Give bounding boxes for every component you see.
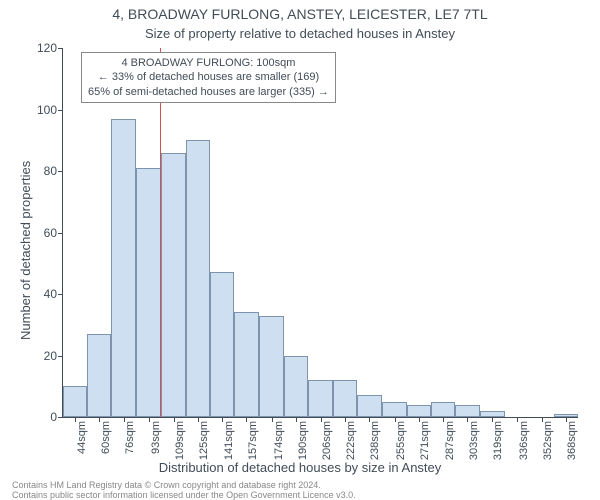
x-tick-label: 141sqm	[223, 421, 235, 460]
x-tick-label: 206sqm	[321, 421, 333, 460]
y-tick-mark	[58, 171, 63, 172]
y-tick-label: 60	[44, 226, 57, 240]
x-tick-label: 255sqm	[395, 421, 407, 460]
figure-title: 4, BROADWAY FURLONG, ANSTEY, LEICESTER, …	[0, 6, 600, 22]
x-tick-label: 336sqm	[518, 421, 530, 460]
x-tick-label: 60sqm	[100, 421, 112, 454]
figure-subtitle: Size of property relative to detached ho…	[0, 26, 600, 41]
x-tick: 157sqm	[246, 417, 247, 422]
x-tick: 238sqm	[369, 417, 370, 422]
figure-container: 4, BROADWAY FURLONG, ANSTEY, LEICESTER, …	[0, 0, 600, 500]
x-tick: 287sqm	[443, 417, 444, 422]
x-tick: 206sqm	[321, 417, 322, 422]
y-tick-label: 120	[37, 41, 57, 55]
x-tick-label: 319sqm	[492, 421, 504, 460]
x-tick-label: 352sqm	[542, 421, 554, 460]
y-tick-mark	[58, 110, 63, 111]
x-tick: 222sqm	[345, 417, 346, 422]
annotation-box: 4 BROADWAY FURLONG: 100sqm ← 33% of deta…	[81, 52, 336, 103]
x-tick-label: 287sqm	[444, 421, 456, 460]
y-tick-mark	[58, 356, 63, 357]
x-tick-label: 76sqm	[124, 421, 136, 454]
x-tick-label: 368sqm	[566, 421, 578, 460]
x-tick: 109sqm	[174, 417, 175, 422]
histogram-bar	[357, 395, 382, 417]
histogram-bar	[136, 168, 161, 417]
x-tick-label: 125sqm	[198, 421, 210, 460]
x-tick-label: 222sqm	[345, 421, 357, 460]
histogram-bar	[284, 356, 308, 418]
x-tick-label: 109sqm	[174, 421, 186, 460]
annotation-line3: 65% of semi-detached houses are larger (…	[88, 85, 329, 99]
y-tick-label: 100	[37, 103, 57, 117]
histogram-bar	[161, 153, 185, 417]
x-tick: 271sqm	[419, 417, 420, 422]
footer-line2: Contains public sector information licen…	[12, 490, 356, 500]
y-axis-label: Number of detached properties	[18, 161, 33, 340]
x-tick: 93sqm	[149, 417, 150, 422]
footer-line1: Contains HM Land Registry data © Crown c…	[12, 480, 356, 490]
x-tick: 174sqm	[272, 417, 273, 422]
histogram-bar	[63, 386, 87, 417]
y-tick-label: 40	[44, 287, 57, 301]
x-tick: 76sqm	[124, 417, 125, 422]
x-tick: 336sqm	[517, 417, 518, 422]
x-tick-label: 238sqm	[369, 421, 381, 460]
x-tick: 368sqm	[566, 417, 567, 422]
y-tick-label: 0	[50, 410, 57, 424]
histogram-bar	[382, 402, 407, 417]
x-tick: 255sqm	[395, 417, 396, 422]
annotation-line2: ← 33% of detached houses are smaller (16…	[88, 70, 329, 84]
chart-plot-area: 020406080100120 44sqm60sqm76sqm93sqm109s…	[62, 48, 578, 418]
x-tick: 319sqm	[492, 417, 493, 422]
x-axis-label: Distribution of detached houses by size …	[0, 460, 600, 475]
x-tick: 352sqm	[542, 417, 543, 422]
x-tick: 303sqm	[467, 417, 468, 422]
histogram-bar	[308, 380, 332, 417]
annotation-line1: 4 BROADWAY FURLONG: 100sqm	[88, 56, 329, 70]
histogram-bar	[333, 380, 357, 417]
footer-text: Contains HM Land Registry data © Crown c…	[12, 480, 356, 500]
histogram-bar	[455, 405, 479, 417]
x-tick-label: 157sqm	[247, 421, 259, 460]
marker-line	[160, 48, 161, 417]
y-tick-mark	[58, 233, 63, 234]
histogram-bar	[210, 272, 234, 417]
x-tick-label: 303sqm	[468, 421, 480, 460]
x-tick-label: 190sqm	[297, 421, 309, 460]
histogram-bar	[259, 316, 284, 417]
x-tick-label: 44sqm	[76, 421, 88, 454]
y-tick-mark	[58, 48, 63, 49]
x-tick-label: 174sqm	[273, 421, 285, 460]
x-tick-label: 271sqm	[419, 421, 431, 460]
y-tick-label: 80	[44, 164, 57, 178]
bars-group	[63, 48, 578, 417]
histogram-bar	[87, 334, 111, 417]
histogram-bar	[407, 405, 431, 417]
y-tick-label: 20	[44, 349, 57, 363]
histogram-bar	[186, 140, 210, 417]
x-tick: 125sqm	[198, 417, 199, 422]
x-tick: 141sqm	[222, 417, 223, 422]
x-tick: 44sqm	[75, 417, 76, 422]
y-tick-mark	[58, 294, 63, 295]
histogram-bar	[234, 312, 259, 417]
x-tick: 60sqm	[99, 417, 100, 422]
histogram-bar	[431, 402, 455, 417]
x-tick: 190sqm	[296, 417, 297, 422]
y-tick-mark	[58, 417, 63, 418]
histogram-bar	[111, 119, 136, 417]
x-tick-label: 93sqm	[150, 421, 162, 454]
